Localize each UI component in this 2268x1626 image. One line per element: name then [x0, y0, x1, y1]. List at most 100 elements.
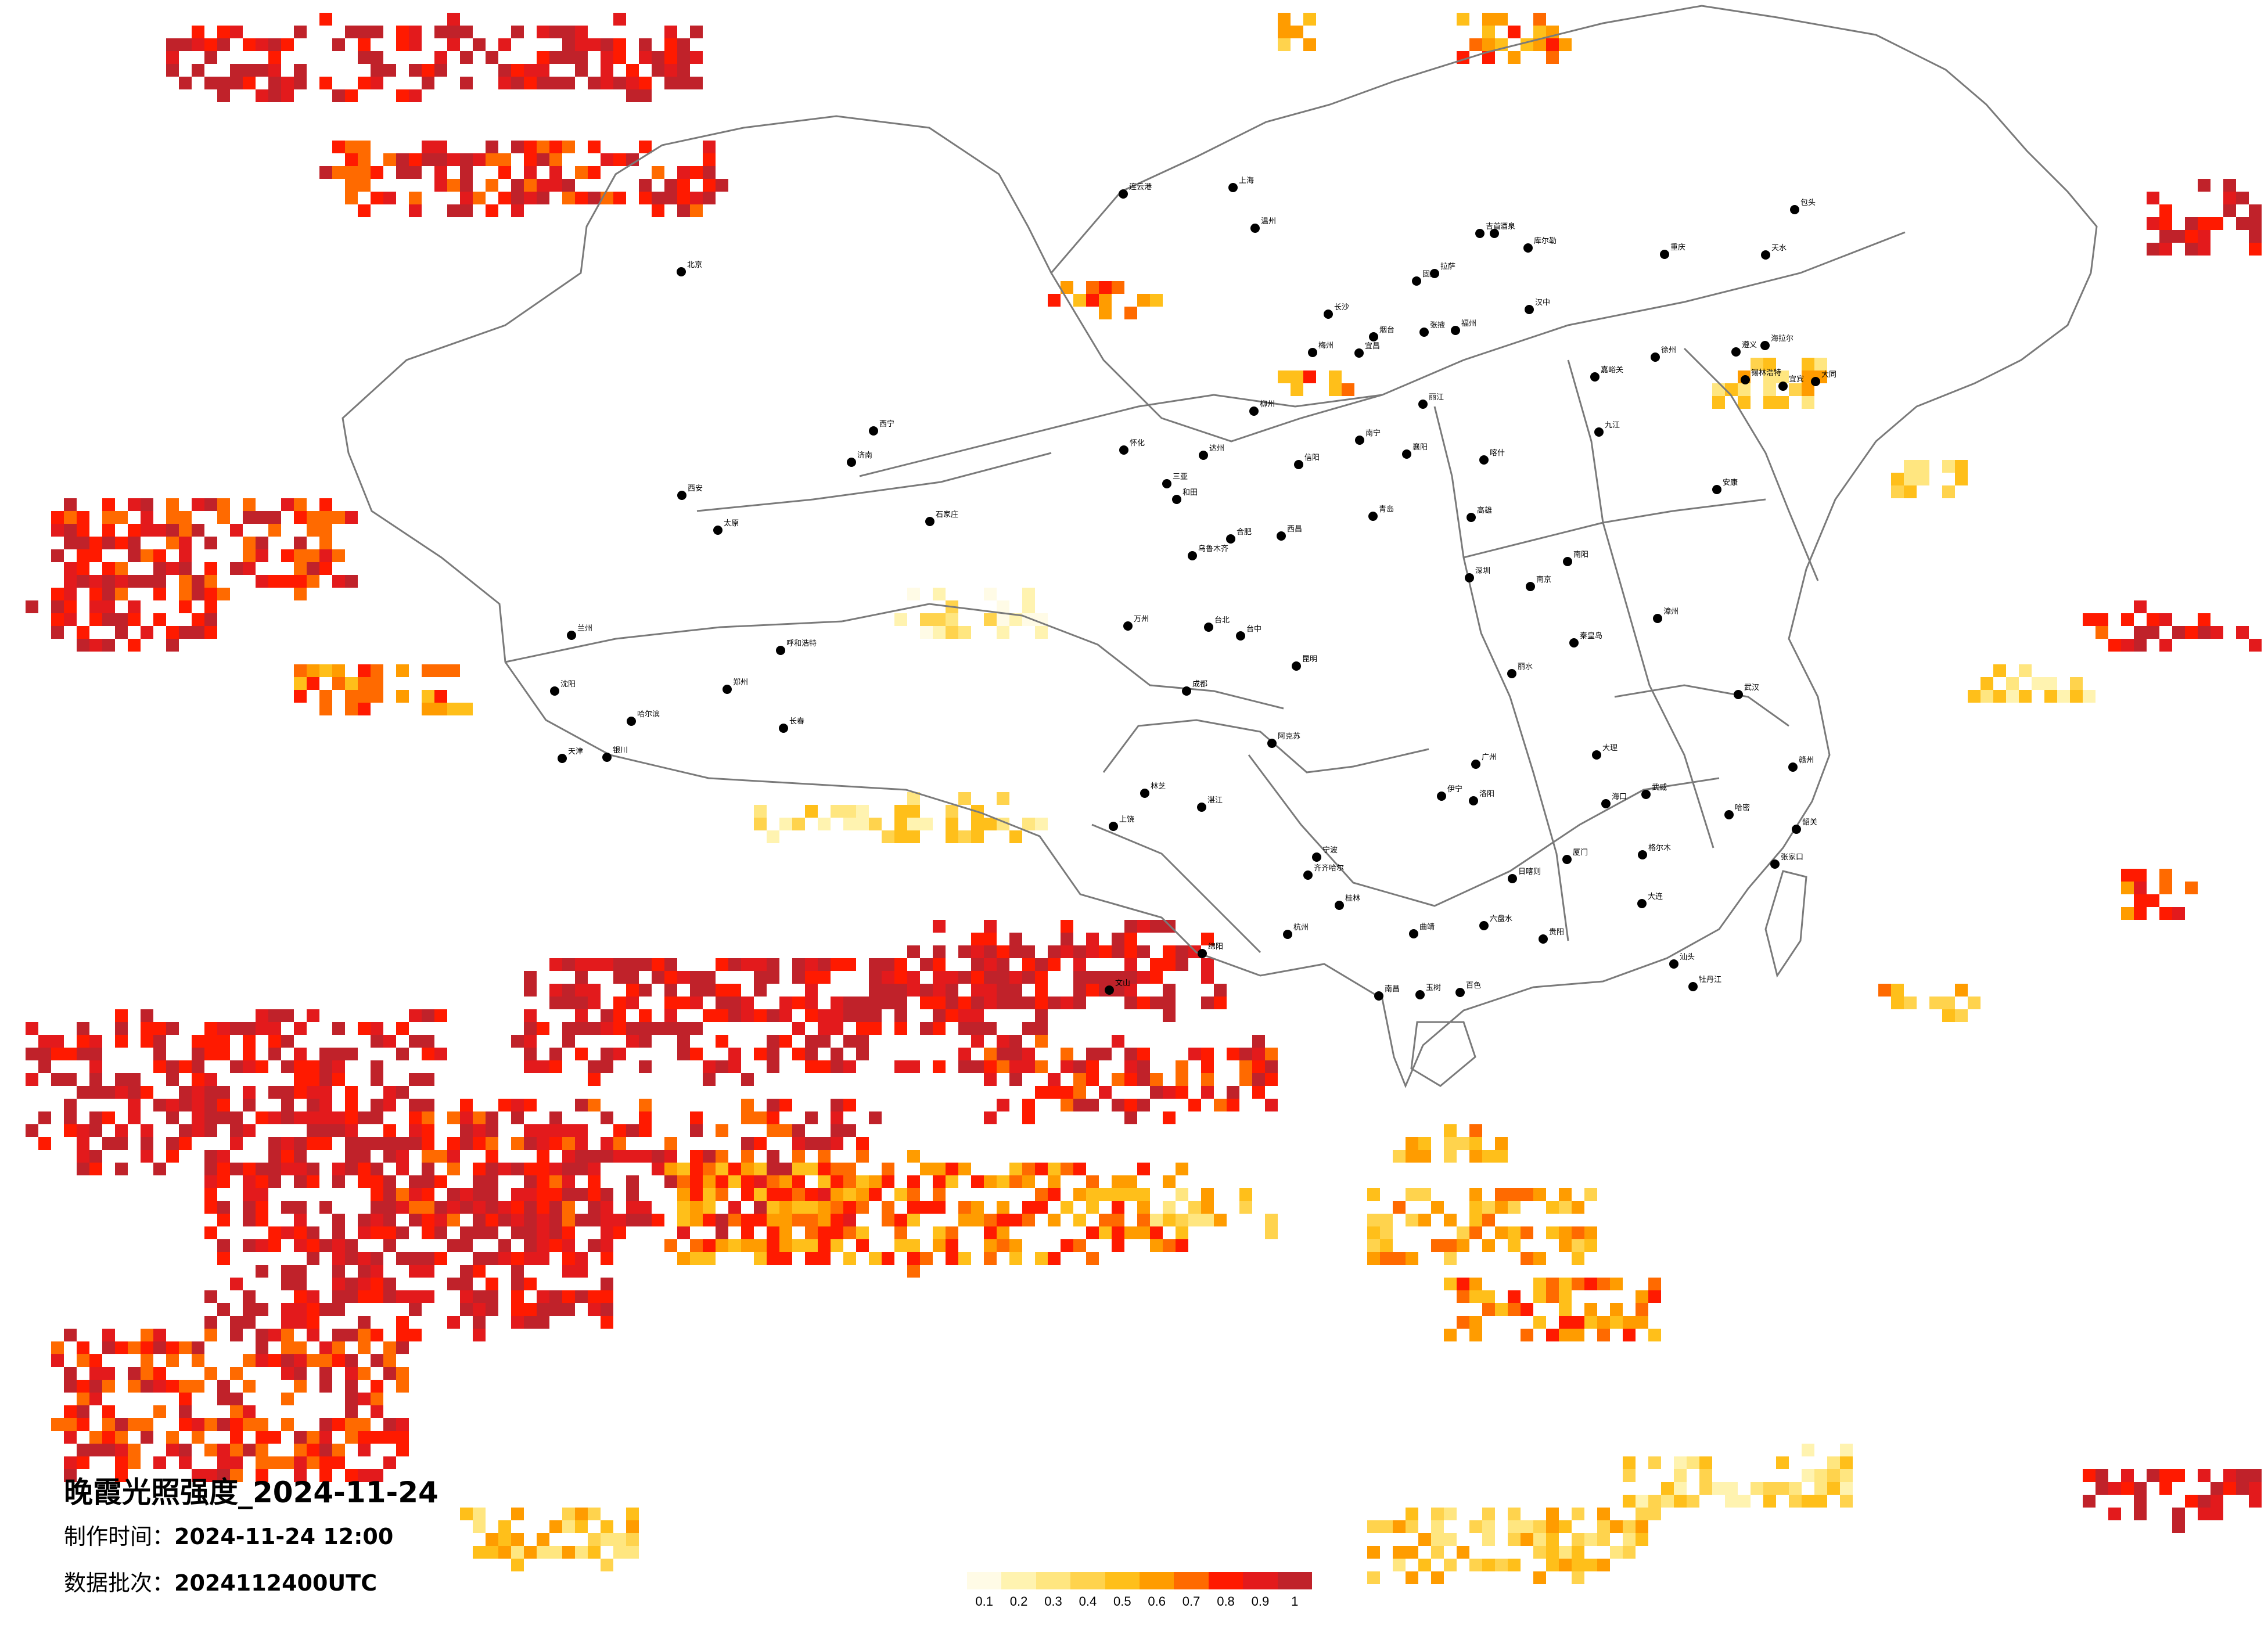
intensity-cell	[1431, 1201, 1444, 1214]
intensity-cell	[332, 1329, 345, 1341]
intensity-cell	[89, 1150, 102, 1163]
intensity-cell	[51, 524, 64, 537]
intensity-cell	[1521, 1226, 1533, 1239]
intensity-cell	[396, 1418, 409, 1431]
intensity-cell	[345, 1329, 358, 1341]
intensity-cell	[639, 1124, 652, 1137]
intensity-cell	[2211, 217, 2223, 230]
intensity-cell	[664, 971, 677, 984]
intensity-cell	[2159, 243, 2172, 256]
intensity-cell	[2159, 230, 2172, 243]
intensity-cell	[754, 818, 767, 830]
city-dot	[1419, 328, 1429, 337]
intensity-cell	[1124, 971, 1137, 984]
intensity-cell	[1073, 1099, 1086, 1111]
intensity-cell	[1802, 358, 1814, 370]
intensity-cell	[1099, 1226, 1112, 1239]
intensity-cell	[984, 933, 997, 945]
intensity-cell	[1712, 383, 1725, 396]
intensity-cell	[166, 1431, 179, 1444]
intensity-cell	[971, 830, 984, 843]
intensity-cell	[524, 192, 537, 204]
intensity-cell	[958, 626, 971, 639]
intensity-cell	[2096, 1482, 2108, 1495]
intensity-cell	[664, 1163, 677, 1175]
intensity-cell	[652, 166, 664, 179]
intensity-cell	[792, 1022, 805, 1035]
intensity-cell	[447, 204, 460, 217]
intensity-cell	[268, 1456, 281, 1469]
city-dot	[1638, 850, 1647, 859]
city-label: 兰州	[577, 624, 592, 633]
intensity-cell	[728, 1214, 741, 1226]
intensity-cell	[294, 549, 307, 562]
city-dot	[1479, 921, 1489, 930]
intensity-cell	[792, 1188, 805, 1201]
intensity-cell	[907, 818, 920, 830]
intensity-cell	[319, 13, 332, 26]
city-dot	[1294, 460, 1303, 469]
intensity-cell	[166, 1060, 179, 1073]
intensity-cell	[77, 1380, 89, 1393]
intensity-cell	[1086, 294, 1099, 307]
intensity-cell	[409, 89, 422, 102]
intensity-cell	[230, 524, 243, 537]
city-dot	[1525, 305, 1534, 314]
city-marker: 厦门	[1562, 848, 1588, 864]
intensity-cell	[639, 77, 652, 89]
intensity-cell	[703, 1175, 716, 1188]
intensity-cell	[128, 498, 141, 511]
intensity-cell	[562, 1137, 575, 1150]
intensity-cell	[869, 1188, 882, 1201]
intensity-cell	[575, 1290, 588, 1303]
city-label: 遵义	[1742, 340, 1757, 350]
intensity-cell	[1763, 1495, 1776, 1508]
intensity-cell	[77, 1124, 89, 1137]
intensity-cell	[294, 1444, 307, 1456]
intensity-cell	[51, 549, 64, 562]
intensity-cell	[1201, 1048, 1214, 1060]
intensity-cell	[473, 192, 486, 204]
intensity-cell	[1137, 997, 1150, 1009]
intensity-cell	[307, 1111, 319, 1124]
intensity-cell	[243, 537, 256, 549]
intensity-cell	[396, 153, 409, 166]
city-marker: 玉树	[1415, 984, 1441, 999]
intensity-cell	[64, 562, 77, 575]
intensity-cell	[498, 192, 511, 204]
intensity-cell	[1035, 1201, 1048, 1214]
intensity-cell	[89, 1380, 102, 1393]
intensity-cell	[243, 1444, 256, 1456]
intensity-cell	[51, 588, 64, 600]
intensity-cell	[1623, 1329, 1636, 1341]
intensity-cell	[358, 1111, 371, 1124]
city-marker: 漳州	[1653, 607, 1678, 623]
intensity-cell	[537, 1137, 549, 1150]
intensity-cell	[243, 562, 256, 575]
intensity-cell	[1393, 1252, 1406, 1265]
intensity-cell	[64, 1418, 77, 1431]
intensity-cell	[920, 626, 933, 639]
intensity-cell	[537, 1252, 549, 1265]
intensity-cell	[1086, 281, 1099, 294]
city-label: 成都	[1192, 680, 1207, 689]
intensity-cell	[230, 1393, 243, 1405]
intensity-cell	[907, 1252, 920, 1265]
intensity-cell	[1521, 1303, 1533, 1316]
intensity-cell	[51, 1354, 64, 1367]
intensity-cell	[434, 690, 447, 703]
city-label: 济南	[857, 451, 872, 460]
intensity-cell	[1112, 1073, 1124, 1086]
intensity-cell	[230, 1431, 243, 1444]
intensity-cell	[332, 1354, 345, 1367]
intensity-cell	[2121, 869, 2134, 882]
intensity-cell	[141, 575, 153, 588]
data-batch-value: 2024112400UTC	[174, 1570, 378, 1596]
intensity-cell	[1904, 997, 1917, 1009]
intensity-cell	[1508, 1520, 1521, 1533]
intensity-cell	[575, 38, 588, 51]
intensity-cell	[1469, 1290, 1482, 1303]
city-label: 南京	[1536, 575, 1551, 584]
city-marker: 梅州	[1308, 341, 1334, 357]
intensity-cell	[204, 1086, 217, 1099]
